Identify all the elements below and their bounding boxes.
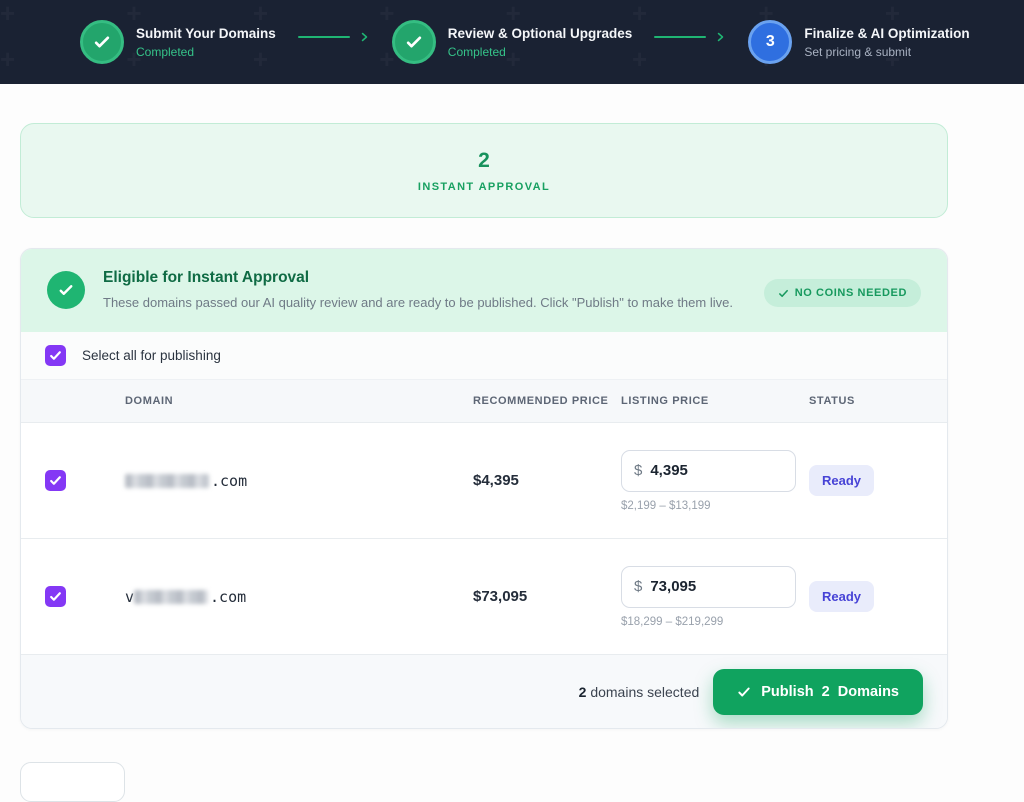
step3-number-badge: 3: [748, 20, 793, 64]
select-all-checkbox[interactable]: [45, 345, 66, 366]
currency-prefix: $: [634, 462, 643, 479]
table-row: .com $4,395 $ $2,199 – $13,199 Ready: [21, 423, 947, 539]
step-finalize-optimization: 3 Finalize & AI Optimization Set pricing…: [748, 20, 970, 64]
listing-price-field: $: [621, 565, 796, 608]
check-icon: [738, 687, 750, 696]
instant-approval-summary-banner: 2 INSTANT APPROVAL: [20, 123, 948, 218]
step1-completed-check-icon: [80, 20, 124, 64]
column-header-domain: DOMAIN: [125, 395, 174, 407]
status-badge: Ready: [809, 581, 875, 612]
step3-title: Finalize & AI Optimization: [804, 25, 970, 41]
recommended-price: $4,395: [473, 472, 519, 489]
status-badge: Ready: [809, 465, 875, 496]
check-icon: [50, 592, 61, 601]
step1-status: Completed: [136, 44, 195, 59]
step3-status: Set pricing & submit: [804, 44, 912, 59]
check-icon: [778, 289, 788, 297]
publish-domains-button[interactable]: Publish 2 Domains: [713, 668, 923, 715]
table-row: v .com $73,095 $ $18,299 – $219,299 Read…: [21, 539, 947, 655]
check-icon: [50, 476, 61, 485]
domain-name: .com: [101, 472, 473, 490]
check-icon: [50, 351, 61, 360]
instant-approval-label: INSTANT APPROVAL: [417, 180, 551, 193]
card-description: These domains passed our AI quality revi…: [103, 295, 733, 310]
card-title: Eligible for Instant Approval: [103, 269, 310, 286]
chevron-right-icon: [361, 32, 368, 42]
select-all-label: Select all for publishing: [82, 348, 221, 363]
step2-title: Review & Optional Upgrades: [447, 25, 633, 41]
row1-checkbox[interactable]: [45, 470, 66, 491]
price-range-hint: $2,199 – $13,199: [621, 499, 711, 512]
instant-approval-count: 2: [478, 148, 490, 172]
listing-price-input[interactable]: [650, 462, 771, 479]
step-review-upgrades: Review & Optional Upgrades Completed: [391, 20, 633, 64]
domain-redacted-blur: [125, 473, 209, 488]
check-circle-icon: [47, 271, 85, 309]
card-footer: 2 domains selected Publish 2 Domains: [21, 655, 947, 728]
progress-stepper: Submit Your Domains Completed Review & O…: [0, 0, 1024, 84]
row2-checkbox[interactable]: [45, 586, 66, 607]
selected-count-text: 2 domains selected: [578, 683, 700, 700]
step-connector: [297, 31, 370, 43]
card-header: Eligible for Instant Approval These doma…: [21, 249, 947, 332]
step-connector: [654, 31, 726, 43]
currency-prefix: $: [634, 578, 643, 595]
domain-redacted-blur: [134, 589, 209, 604]
step2-status: Completed: [447, 44, 506, 59]
listing-price-input[interactable]: [650, 578, 771, 595]
table-header-row: DOMAIN RECOMMENDED PRICE LISTING PRICE S…: [21, 380, 947, 423]
column-header-listing-price: LISTING PRICE: [621, 395, 709, 407]
chevron-right-icon: [718, 32, 724, 42]
back-button-partial[interactable]: [20, 762, 125, 802]
recommended-price: $73,095: [473, 588, 528, 605]
step1-title: Submit Your Domains: [136, 25, 276, 41]
column-header-status: STATUS: [809, 395, 855, 407]
price-range-hint: $18,299 – $219,299: [621, 615, 724, 628]
column-header-recommended-price: RECOMMENDED PRICE: [473, 395, 609, 407]
listing-price-field: $: [621, 449, 796, 492]
step2-completed-check-icon: [391, 20, 436, 64]
no-coins-needed-badge: NO COINS NEEDED: [763, 279, 921, 307]
step-submit-domains: Submit Your Domains Completed: [80, 20, 276, 64]
select-all-row: Select all for publishing: [21, 332, 947, 380]
domain-name: v .com: [125, 587, 247, 606]
eligible-domains-card: Eligible for Instant Approval These doma…: [20, 248, 948, 729]
